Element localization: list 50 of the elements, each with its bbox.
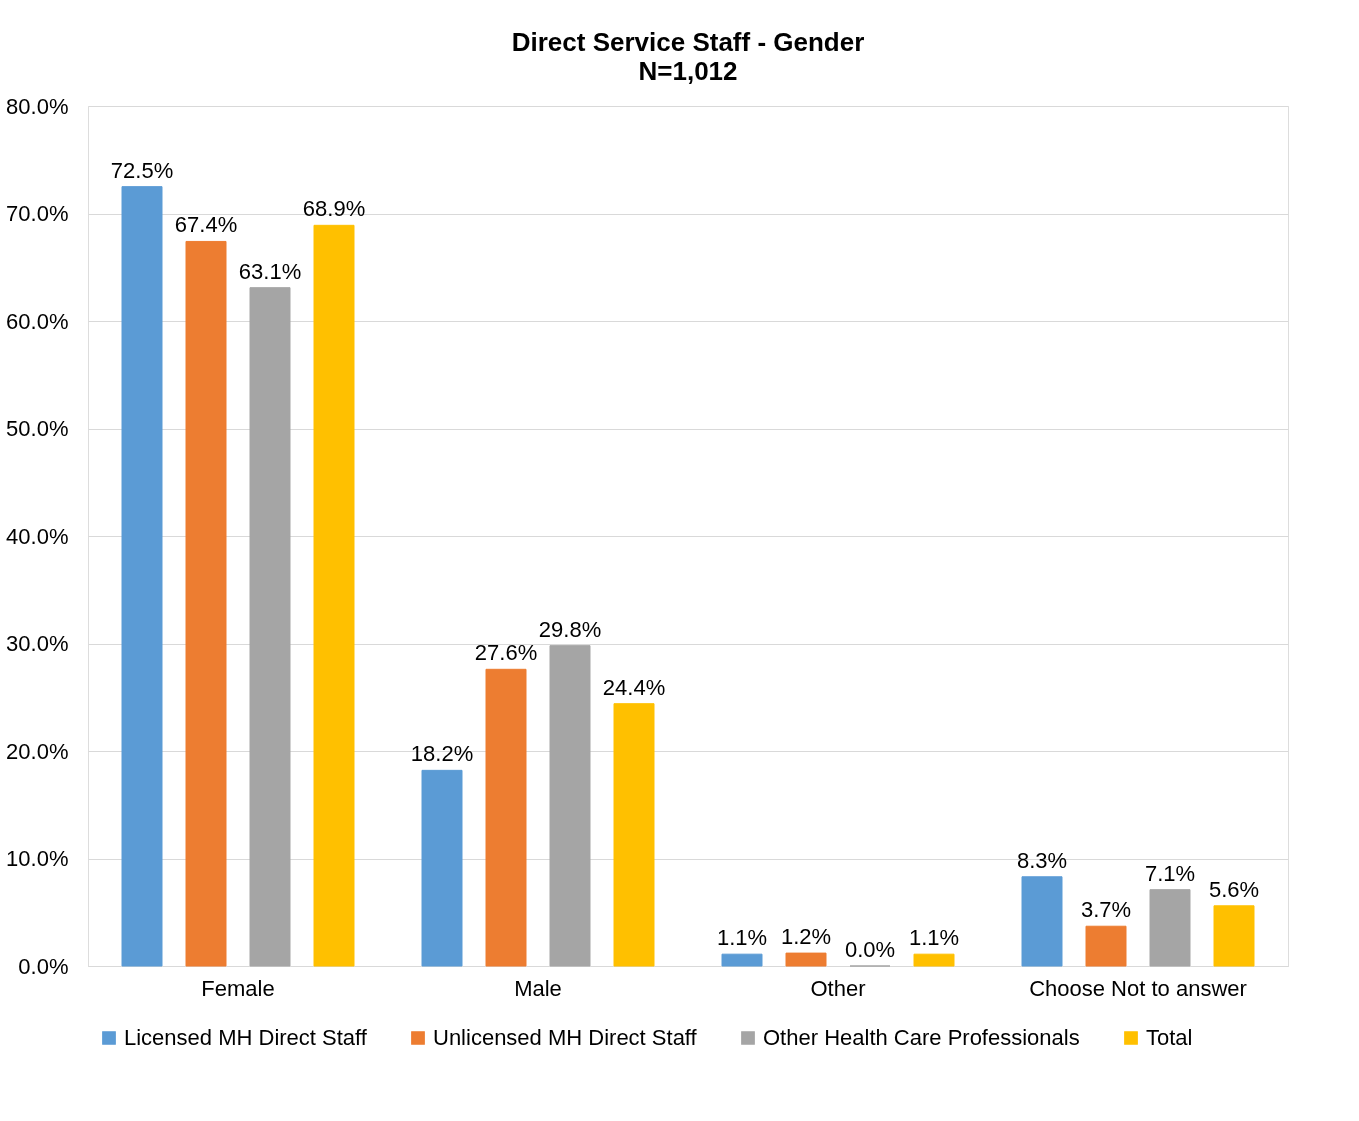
chart-title: Direct Service Staff - Gender [511, 27, 865, 57]
data-label: 8.3% [1016, 847, 1068, 873]
chart-subtitle: N=1,012 [638, 56, 738, 86]
data-label: 27.6% [474, 640, 538, 666]
y-tick-label: 50.0% [6, 416, 69, 441]
data-label: 3.7% [1080, 897, 1132, 923]
y-tick-label: 40.0% [6, 523, 69, 549]
data-label: 5.6% [1208, 876, 1260, 902]
y-tick-label: 70.0% [6, 201, 69, 226]
legend-label: Unlicensed MH Direct Staff [433, 1025, 698, 1050]
bar [1213, 905, 1255, 967]
data-label: 67.4% [174, 212, 238, 238]
bar [1085, 925, 1127, 967]
data-label: 18.2% [410, 741, 474, 767]
x-tick-label: Male [514, 975, 562, 1001]
bar [313, 224, 355, 967]
data-label: 1.1% [908, 925, 960, 951]
x-tick-label: Other [810, 975, 866, 1001]
bar [1149, 889, 1191, 967]
y-tick-label: 0.0% [18, 953, 69, 979]
bar [485, 668, 527, 967]
legend-label: Total [1146, 1025, 1193, 1050]
y-tick-label: 60.0% [6, 308, 69, 334]
bar [249, 287, 291, 967]
x-tick-label: Choose Not to answer [1029, 975, 1247, 1001]
legend-label: Other Health Care Professionals [763, 1025, 1080, 1050]
bar [549, 645, 591, 967]
bar [785, 952, 827, 967]
data-label: 1.1% [716, 925, 768, 951]
y-tick-label: 10.0% [6, 846, 69, 871]
data-label: 63.1% [238, 258, 302, 284]
bar [1021, 876, 1063, 967]
y-tick-label: 30.0% [6, 631, 69, 656]
y-tick-label: 20.0% [6, 738, 69, 764]
bar [613, 703, 655, 967]
data-label: 72.5% [110, 157, 174, 183]
data-label: 29.8% [538, 616, 602, 642]
y-tick-label: 80.0% [6, 93, 69, 119]
bar [913, 953, 955, 967]
data-label: 68.9% [302, 196, 366, 222]
bar [721, 953, 763, 967]
bar [121, 186, 163, 967]
data-label: 7.1% [1144, 860, 1196, 886]
data-label: 1.2% [780, 924, 832, 950]
data-label: 0.0% [844, 937, 896, 962]
data-label: 24.4% [602, 674, 666, 700]
legend-label: Licensed MH Direct Staff [124, 1025, 368, 1050]
bar [185, 240, 227, 967]
bar [421, 769, 463, 967]
x-tick-label: Female [201, 975, 275, 1001]
